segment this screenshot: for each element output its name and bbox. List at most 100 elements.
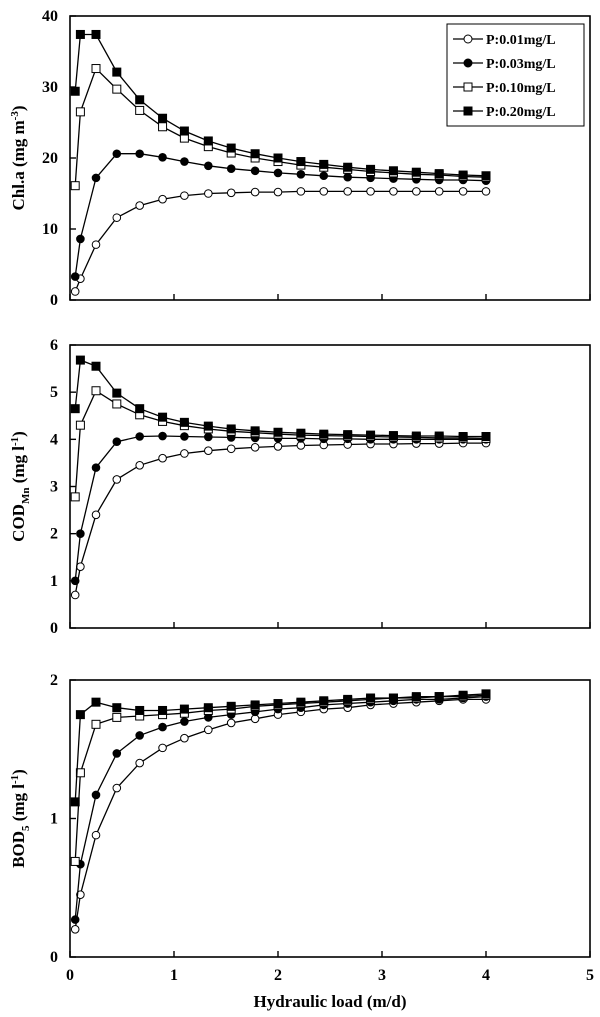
data-point: [250, 149, 260, 159]
data-point: [179, 126, 189, 136]
plot-frame: [69, 344, 591, 629]
data-point: [319, 159, 329, 169]
legend-label: P:0.20mg/L: [486, 105, 556, 120]
data-point: [458, 187, 468, 196]
series-line: [74, 695, 487, 920]
data-point: [179, 417, 189, 427]
x-tick-label: 1: [170, 967, 178, 984]
y-tick-label: 6: [50, 337, 58, 354]
data-point: [458, 170, 468, 180]
data-point: [481, 432, 491, 442]
data-point: [70, 797, 80, 807]
data-point: [135, 404, 145, 414]
data-point: [91, 64, 101, 74]
data-point: [70, 590, 80, 600]
data-point: [91, 386, 101, 396]
series-P:0.20mg/L: [70, 29, 491, 181]
legend-marker: [463, 58, 473, 68]
legend: P:0.01mg/L P:0.03mg/L P:0.10mg/L P:0.20mg/L: [446, 23, 585, 127]
data-point: [91, 29, 101, 39]
data-point: [343, 694, 353, 704]
data-point: [388, 693, 398, 703]
data-point: [434, 169, 444, 179]
data-point: [180, 191, 189, 200]
data-point: [180, 449, 189, 458]
data-point: [76, 890, 85, 899]
y-axis-label: BOD5 (mg l-1): [9, 769, 32, 868]
data-point: [296, 187, 306, 196]
data-point: [389, 187, 398, 196]
legend-item: P:0.03mg/L: [453, 57, 556, 72]
data-point: [273, 153, 283, 163]
y-axis-label: CODMn (mg l-1): [9, 431, 32, 542]
x-axis-label: Hydraulic load (m/d): [253, 992, 406, 1011]
data-point: [366, 693, 376, 703]
y-tick-label: 2: [50, 526, 58, 543]
data-point: [91, 173, 101, 183]
legend-label: P:0.01mg/L: [486, 33, 556, 48]
data-point: [112, 703, 122, 713]
data-point: [388, 166, 398, 176]
data-point: [112, 84, 122, 94]
data-point: [250, 426, 260, 436]
data-point: [411, 692, 421, 702]
data-point: [204, 189, 213, 198]
data-point: [319, 429, 329, 439]
data-point: [250, 700, 260, 710]
data-point: [319, 171, 329, 181]
y-tick-label: 20: [42, 150, 58, 167]
y-tick-label: 0: [50, 620, 58, 637]
y-tick-label: 2: [50, 672, 58, 689]
data-point: [458, 432, 468, 442]
legend-marker: [463, 82, 473, 92]
data-point: [226, 718, 236, 728]
data-point: [226, 701, 236, 711]
data-point: [158, 722, 167, 732]
data-point: [135, 201, 144, 210]
data-point: [70, 272, 80, 281]
data-point: [481, 689, 491, 699]
y-tick-label: 4: [50, 431, 58, 448]
data-point: [112, 437, 122, 446]
data-point: [70, 404, 80, 414]
data-point: [75, 107, 85, 117]
legend-label: P:0.10mg/L: [486, 81, 556, 96]
data-point: [91, 697, 101, 707]
series-line: [74, 67, 487, 186]
data-point: [91, 719, 101, 729]
data-point: [158, 431, 167, 441]
series-P:0.03mg/L: [70, 431, 491, 586]
x-tick-label: 2: [274, 967, 282, 984]
data-point: [204, 161, 213, 171]
data-point: [204, 446, 213, 455]
data-point: [70, 492, 80, 502]
data-point: [180, 157, 189, 166]
legend-item: P:0.10mg/L: [453, 81, 556, 96]
data-point: [112, 749, 122, 758]
series-line: [74, 435, 486, 581]
data-point: [158, 705, 168, 715]
data-point: [296, 441, 306, 450]
data-point: [388, 431, 398, 441]
data-point: [70, 915, 80, 924]
series-P:0.01mg/L: [70, 438, 491, 600]
data-point: [366, 187, 375, 196]
data-point: [76, 529, 85, 538]
data-point: [158, 453, 167, 463]
data-point: [319, 696, 329, 706]
x-tick-label: 5: [586, 967, 594, 984]
data-point: [112, 475, 122, 484]
data-point: [135, 149, 144, 159]
data-point: [226, 164, 236, 173]
data-point: [250, 187, 260, 197]
data-point: [343, 172, 352, 182]
data-point: [319, 187, 329, 196]
chart-panel-3: 0 1 2 0 1 2 3 4 5 BOD5 (mg l-1) Hydraulic load (m/…: [9, 672, 594, 1011]
series-P:0.20mg/L: [70, 689, 491, 807]
data-point: [296, 428, 306, 438]
x-tick-label: 0: [66, 967, 74, 984]
series-P:0.01mg/L: [70, 695, 491, 934]
data-point: [226, 143, 236, 153]
data-point: [91, 830, 101, 840]
data-point: [366, 164, 376, 174]
